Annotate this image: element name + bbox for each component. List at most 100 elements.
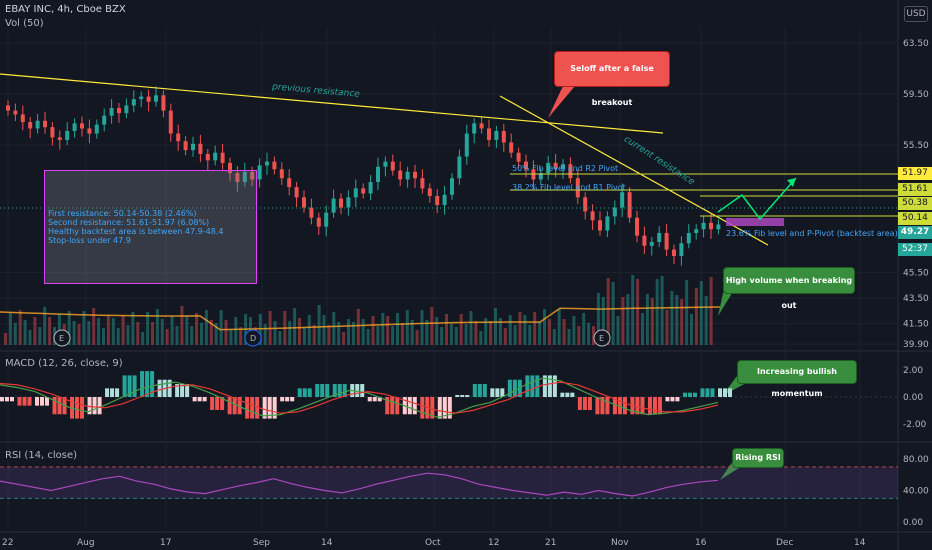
candle-body: [435, 196, 440, 205]
volume-bar: [636, 279, 640, 345]
macd-histogram-bar: [302, 388, 307, 397]
candle-body: [324, 212, 329, 227]
candle-body: [265, 161, 269, 166]
candle-body: [494, 131, 499, 140]
volume-bar: [435, 317, 439, 345]
volume-bar: [175, 326, 179, 345]
macd-histogram-bar: [587, 397, 592, 410]
volume-bar: [538, 322, 542, 345]
symbol-title[interactable]: EBAY INC, 4h, Cboe BZX: [5, 4, 126, 15]
macd-histogram-bar: [542, 375, 547, 397]
macd-histogram-bar: [27, 397, 32, 406]
macd-histogram-bar: [140, 371, 145, 397]
macd-histogram-bar: [577, 397, 582, 410]
candle-body: [287, 178, 292, 188]
note-line-second-resistance: Second resistance: 51.61-51.97 (6.08%): [48, 218, 210, 227]
volume-bar: [371, 316, 375, 345]
volume-bar: [391, 326, 395, 345]
selloff-callout: Seloff after a false breakout: [554, 51, 670, 107]
volume-bar: [641, 313, 644, 345]
macd-histogram-bar: [150, 371, 155, 397]
macd-histogram-bar: [185, 384, 190, 397]
candle-body: [102, 115, 107, 125]
volume-bar: [298, 318, 301, 345]
volume-indicator-label[interactable]: Vol (50): [5, 18, 44, 29]
volume-bar: [351, 322, 355, 345]
candle-body: [672, 249, 676, 256]
x-tick-label: 21: [545, 538, 556, 548]
macd-histogram-bar: [705, 388, 710, 397]
macd-histogram-bar: [255, 397, 260, 419]
volume-bar: [675, 295, 679, 345]
candle-body: [442, 194, 447, 205]
volume-bar: [67, 311, 71, 345]
macd-histogram-bar: [647, 397, 652, 415]
price-axis-tick: 59.50: [903, 90, 929, 100]
fib-382-label: 38.2% Fib level and R1 Pivot: [512, 183, 626, 192]
macd-histogram-bar: [612, 397, 617, 415]
macd-histogram-bar: [237, 397, 242, 415]
volume-bar: [155, 309, 159, 345]
macd-histogram-bar: [105, 388, 110, 397]
volume-bar: [699, 281, 703, 345]
macd-histogram-bar: [670, 397, 675, 402]
macd-histogram-bar: [17, 397, 22, 406]
candle-body: [568, 164, 573, 179]
volume-bar: [322, 315, 326, 345]
x-tick-label: 17: [160, 538, 171, 548]
volume-bar: [165, 329, 169, 345]
candle-body: [168, 110, 173, 134]
volume-bar: [57, 314, 61, 345]
rsi-indicator-label[interactable]: RSI (14, close): [5, 450, 78, 461]
macd-histogram-bar: [595, 397, 600, 415]
candle-body: [176, 133, 181, 142]
candle-body: [50, 127, 55, 138]
candle-body: [694, 229, 699, 234]
macd-histogram-bar: [465, 395, 470, 397]
volume-bar: [332, 312, 336, 345]
x-tick-label: Dec: [776, 538, 793, 548]
macd-histogram-bar: [552, 375, 557, 397]
macd-histogram-bar: [710, 388, 715, 397]
macd-histogram-bar: [500, 388, 505, 397]
candle-body: [43, 120, 47, 128]
backtest-zone: [726, 218, 784, 226]
volume-bar: [454, 327, 458, 345]
macd-histogram-bar: [227, 397, 232, 415]
rising-rsi-callout: Rising RSI: [732, 448, 784, 468]
volume-bar: [82, 311, 86, 345]
candle-body: [6, 105, 10, 111]
candle-body: [213, 152, 218, 161]
macd-histogram-bar: [687, 392, 692, 397]
macd-histogram-bar: [337, 384, 342, 397]
macd-histogram-bar: [192, 397, 197, 402]
event-marker-icon: [593, 329, 611, 347]
macd-histogram-bar: [0, 397, 4, 402]
macd-histogram-bar: [675, 397, 680, 402]
macd-histogram-bar: [665, 397, 670, 402]
volume-bar: [474, 321, 478, 345]
volume-bar: [606, 278, 610, 345]
volume-bar: [567, 329, 571, 345]
volume-bar: [582, 313, 586, 345]
candle-body: [561, 164, 565, 170]
volume-bar: [631, 275, 635, 345]
macd-histogram-bar: [412, 397, 417, 415]
volume-bar: [43, 307, 47, 345]
fib-50-label: 50% Fib level and R2 Pivot: [512, 164, 619, 173]
volume-bar: [577, 326, 581, 345]
macd-histogram-bar: [92, 397, 97, 415]
volume-bar: [557, 309, 561, 345]
macd-indicator-label[interactable]: MACD (12, 26, close, 9): [5, 358, 123, 369]
macd-histogram-bar: [232, 397, 237, 415]
candle-body: [612, 207, 617, 217]
candle-body: [302, 197, 306, 208]
candle-body: [154, 95, 158, 102]
currency-button[interactable]: USD: [904, 6, 928, 22]
candle-body: [620, 192, 625, 208]
candle-body: [294, 187, 299, 198]
volume-bar: [621, 297, 625, 345]
macd-histogram-bar: [122, 375, 127, 397]
volume-bar: [92, 308, 96, 345]
